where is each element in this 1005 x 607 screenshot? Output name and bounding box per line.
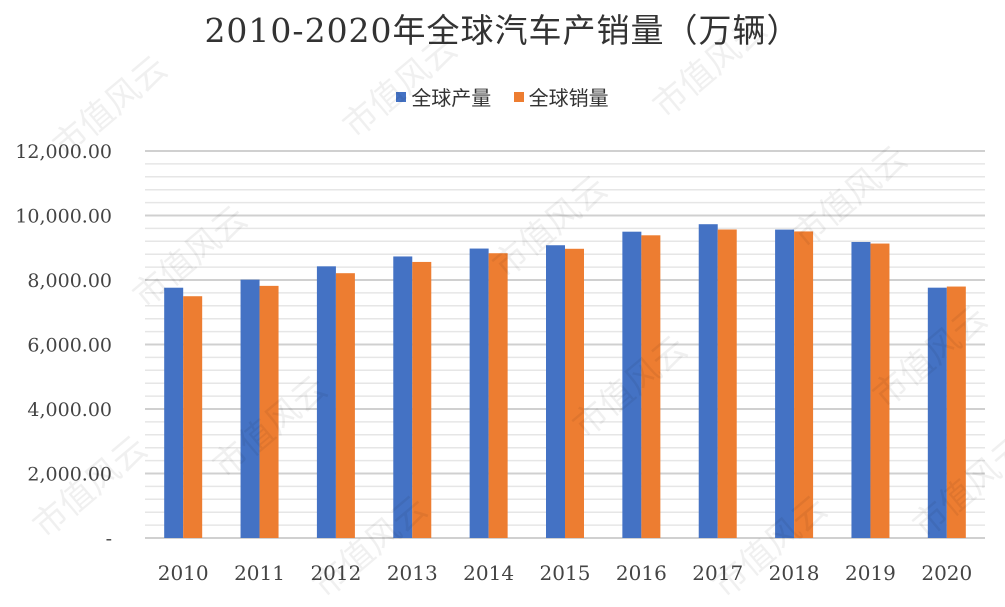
bar-sales-2017 [717, 229, 737, 538]
bar-sales-2014 [488, 253, 508, 539]
legend-item-production: 全球产量 [396, 82, 491, 111]
bar-production-2010 [164, 287, 184, 538]
y-tick-label: 4,000.00 [27, 399, 112, 421]
chart-title: 2010-2020年全球汽车产销量（万辆） [204, 11, 801, 50]
bar-production-2016 [622, 231, 642, 538]
bar-production-2019 [851, 241, 871, 539]
bar-sales-2016 [641, 235, 661, 538]
y-tick-label: 6,000.00 [27, 335, 112, 357]
y-tick-label: 8,000.00 [27, 270, 112, 292]
bar-sales-2013 [412, 261, 432, 538]
bar-production-2015 [546, 245, 565, 538]
x-tick-label: 2016 [616, 561, 667, 585]
x-tick-label: 2011 [234, 561, 285, 585]
x-tick-label: 2012 [310, 561, 361, 585]
y-tick-label: 2,000.00 [27, 464, 112, 486]
y-tick-label: - [106, 528, 112, 550]
bar-sales-2012 [335, 273, 355, 538]
bar-sales-2020 [946, 286, 966, 538]
bar-production-2012 [316, 266, 336, 538]
legend-swatch-sales [513, 91, 524, 102]
bar-sales-2015 [565, 248, 584, 539]
bar-production-2018 [775, 229, 795, 538]
bar-sales-2010 [183, 296, 203, 538]
bar-production-2017 [698, 224, 718, 538]
bar-chart: - 2,000.00 4,000.00 6,000.00 8,000.00 10,000.… [15, 141, 985, 585]
x-tick-label: 2014 [463, 561, 514, 585]
legend: 全球产量 全球销量 [0, 82, 1005, 111]
x-tick-label: 2015 [540, 561, 591, 585]
x-tick-label: 2018 [769, 561, 820, 585]
y-tick-label: 12,000.00 [15, 141, 112, 163]
x-tick-label: 2017 [692, 561, 743, 585]
bar-sales-2018 [794, 231, 814, 538]
bar-production-2011 [240, 279, 260, 538]
bar-production-2020 [927, 287, 947, 538]
legend-label-sales: 全球销量 [528, 86, 609, 110]
bar-production-2014 [469, 248, 489, 538]
y-tick-label: 10,000.00 [15, 206, 112, 228]
legend-swatch-production [396, 91, 407, 102]
x-tick-label: 2020 [921, 561, 972, 585]
legend-item-sales: 全球销量 [513, 82, 609, 111]
bar-sales-2011 [259, 285, 279, 538]
bar-sales-2019 [870, 243, 890, 538]
x-tick-label: 2019 [845, 561, 896, 585]
x-tick-label: 2013 [387, 561, 438, 585]
legend-label-production: 全球产量 [411, 86, 492, 110]
x-tick-label: 2010 [158, 561, 209, 585]
bar-production-2013 [393, 256, 413, 538]
